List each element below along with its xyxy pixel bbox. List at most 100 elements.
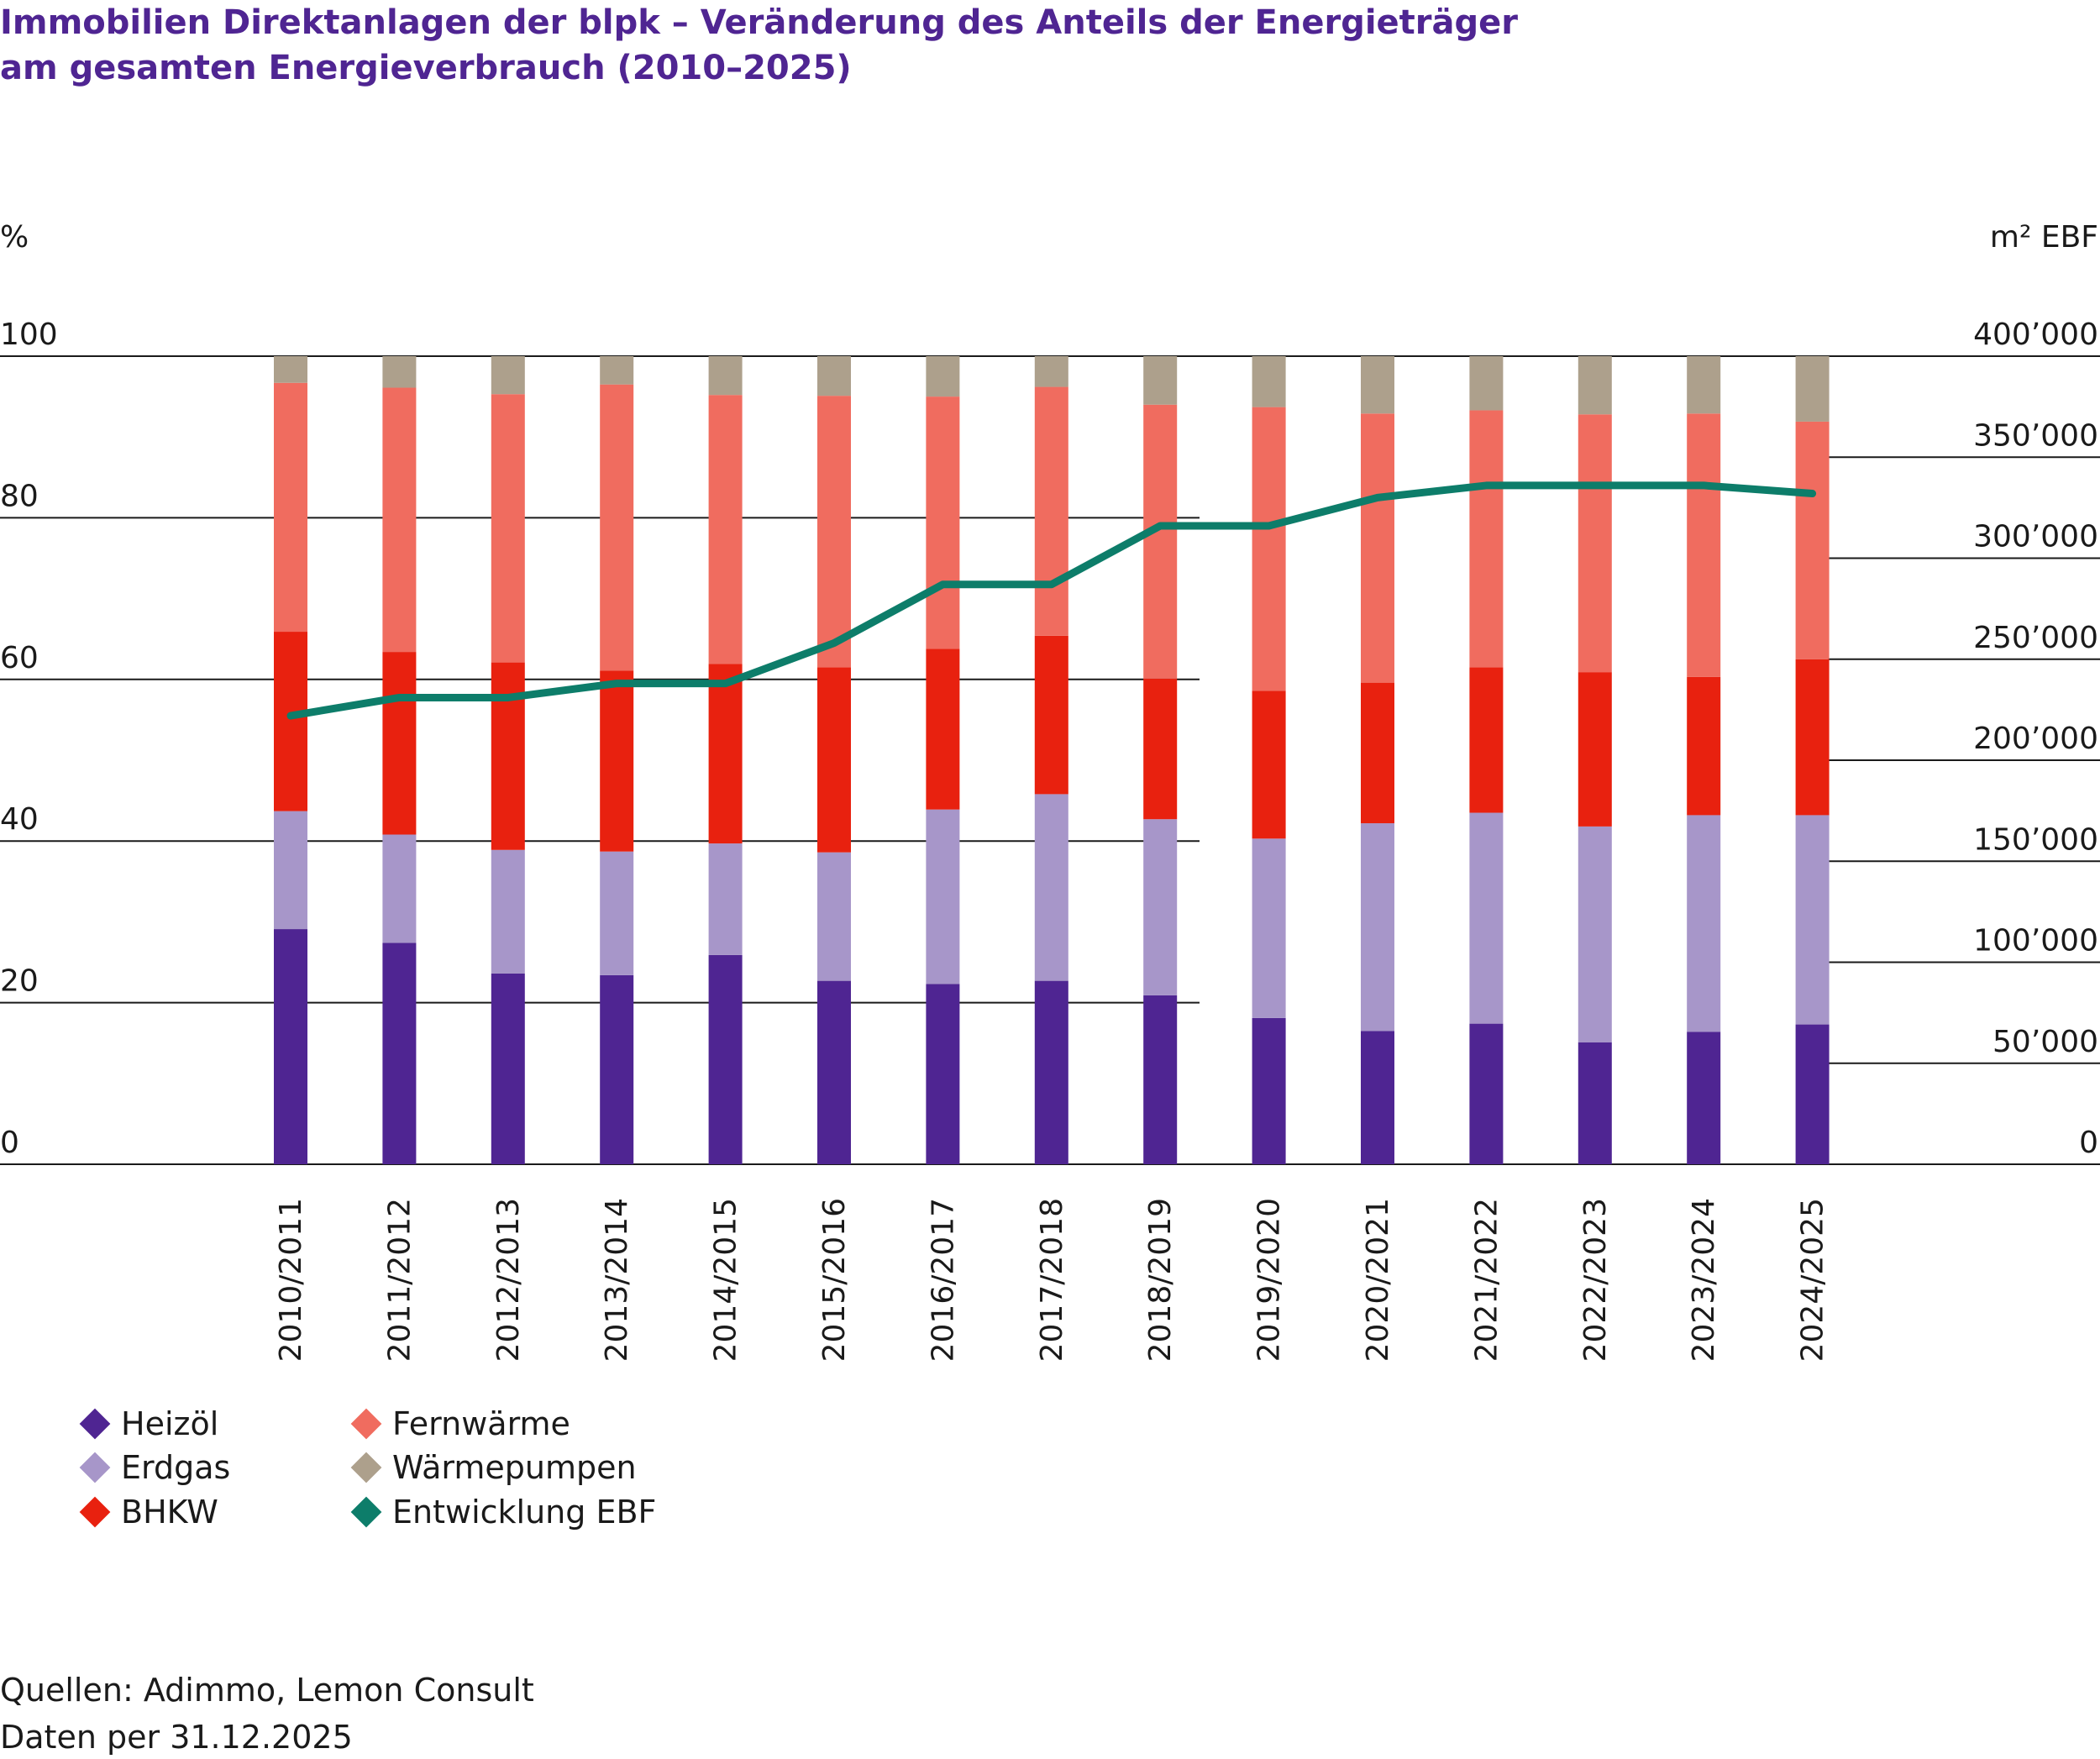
left-tick-label: 80 (0, 479, 39, 513)
bar-segment-fernwaerme (1795, 421, 1830, 659)
x-category-label: 2015/2016 (817, 1198, 852, 1362)
right-gridlines (1828, 355, 2100, 1165)
legend-item-heizoel: Heizöl (76, 1403, 218, 1445)
bar-segment-erdgas (1252, 838, 1286, 1018)
legend-item-waermepumpen: Wärmepumpen (347, 1447, 637, 1489)
left-axis-unit: % (0, 220, 29, 255)
legend-label-entwicklung-ebf: Entwicklung EBF (392, 1494, 657, 1531)
legend-swatch-fernwaerme (350, 1408, 382, 1440)
x-category-label: 2022/2023 (1578, 1198, 1613, 1362)
bar-segment-heizoel (1143, 995, 1178, 1164)
bar-segment-erdgas (1795, 815, 1830, 1025)
bar-segment-bhkw (600, 670, 634, 852)
x-category-label: 2018/2019 (1143, 1198, 1178, 1362)
bar-segment-fernwaerme (600, 384, 634, 671)
legend-label-erdgas: Erdgas (121, 1449, 231, 1486)
bar-segment-bhkw (1469, 667, 1504, 813)
left-axis-ticks: 0 20 40 60 80 100 (0, 318, 58, 1160)
bar-segment-erdgas (817, 852, 851, 981)
left-tick-label: 0 (0, 1126, 19, 1160)
right-axis-ticks: 0 50’000 100’000 150’000 200’000 250’000 300’0… (1973, 318, 2098, 1160)
bar-segment-waermepumpen (1687, 356, 1721, 414)
bar-segment-waermepumpen (1034, 356, 1068, 387)
line-entwicklung-ebf (286, 481, 1817, 720)
right-tick-label: 50’000 (1992, 1025, 2098, 1059)
x-category-label: 2011/2012 (382, 1198, 417, 1362)
x-category-label: 2024/2025 (1796, 1198, 1830, 1362)
x-category-label: 2014/2015 (709, 1198, 743, 1362)
bar-segment-waermepumpen (1578, 356, 1612, 415)
bar-segment-bhkw (926, 648, 960, 810)
bar-segment-fernwaerme (708, 395, 743, 664)
x-axis-categories: 2010/2011 2011/2012 2012/2013 2013/2014 2014… (274, 1198, 1830, 1362)
left-tick-label: 20 (0, 964, 39, 999)
bar-segment-heizoel (600, 974, 634, 1164)
right-tick-label: 350’000 (1973, 418, 2098, 453)
bar-segment-heizoel (491, 973, 525, 1164)
bar-segment-heizoel (274, 929, 307, 1164)
bar-segment-fernwaerme (926, 396, 960, 649)
bar-stack-group (274, 356, 1830, 1164)
bar-segment-erdgas (1578, 826, 1612, 1042)
bar-segment-bhkw (1034, 635, 1068, 795)
bar-segment-waermepumpen (926, 356, 960, 397)
bar-segment-erdgas (491, 849, 525, 974)
bar-segment-heizoel (817, 980, 851, 1164)
bar-segment-bhkw (1578, 672, 1612, 827)
bar-segment-fernwaerme (382, 387, 417, 653)
bar-segment-waermepumpen (817, 356, 851, 396)
legend-label-heizoel: Heizöl (121, 1405, 219, 1442)
bar-segment-waermepumpen (382, 356, 417, 388)
right-tick-label: 250’000 (1973, 621, 2098, 655)
bar-segment-fernwaerme (1687, 413, 1721, 677)
bar-segment-fernwaerme (274, 382, 307, 633)
bar-segment-waermepumpen (1361, 356, 1394, 414)
ebf-line-group (286, 481, 1817, 720)
bar-segment-heizoel (926, 984, 960, 1164)
bar-segment-bhkw (1687, 676, 1721, 816)
source-line-1: Quellen: Adimmo, Lemon Consult (0, 1672, 534, 1709)
x-category-label: 2021/2022 (1469, 1198, 1504, 1362)
legend-label-waermepumpen: Wärmepumpen (392, 1449, 637, 1486)
left-tick-label: 60 (0, 641, 39, 675)
x-category-label: 2019/2020 (1252, 1198, 1287, 1362)
x-category-label: 2016/2017 (926, 1198, 960, 1362)
chart-title-line-1: Immobilien Direktanlagen der blpk – Verä… (0, 3, 1518, 42)
bar-segment-waermepumpen (600, 356, 634, 385)
legend-label-fernwaerme: Fernwärme (392, 1405, 570, 1442)
chart-title: Immobilien Direktanlagen der blpk – Verä… (0, 0, 2083, 91)
bar-segment-erdgas (382, 834, 417, 943)
bar-segment-erdgas (274, 811, 307, 930)
legend-swatch-waermepumpen (350, 1452, 382, 1483)
bar-segment-heizoel (708, 954, 743, 1164)
bar-segment-bhkw (1361, 682, 1394, 824)
bar-segment-fernwaerme (817, 396, 851, 668)
x-category-label: 2013/2014 (600, 1198, 634, 1362)
bar-segment-bhkw (1143, 678, 1178, 820)
bar-segment-waermepumpen (1143, 356, 1178, 405)
x-category-label: 2012/2013 (491, 1198, 526, 1362)
legend-swatch-entwicklung-ebf (350, 1496, 382, 1528)
bar-segment-bhkw (817, 667, 851, 853)
legend-swatch-heizoel (79, 1408, 111, 1440)
bar-segment-waermepumpen (1469, 356, 1504, 411)
legend-item-bhkw: BHKW (76, 1491, 218, 1533)
right-tick-label: 400’000 (1973, 318, 2098, 352)
bar-segment-erdgas (1687, 815, 1721, 1032)
left-tick-label: 40 (0, 802, 39, 837)
bar-segment-heizoel (1361, 1031, 1394, 1164)
bar-segment-waermepumpen (274, 356, 307, 383)
bar-segment-heizoel (1795, 1024, 1830, 1164)
bar-segment-heizoel (1469, 1023, 1504, 1164)
bar-segment-erdgas (1361, 823, 1394, 1032)
bar-segment-heizoel (1252, 1017, 1286, 1164)
legend-item-entwicklung-ebf: Entwicklung EBF (347, 1491, 656, 1533)
legend-swatch-erdgas (79, 1452, 111, 1483)
bar-segment-fernwaerme (1143, 404, 1178, 679)
bar-segment-erdgas (708, 843, 743, 955)
bar-segment-bhkw (1795, 659, 1830, 816)
bar-segment-erdgas (926, 809, 960, 985)
bar-segment-heizoel (382, 943, 417, 1164)
right-tick-label: 0 (2079, 1126, 2098, 1160)
x-category-label: 2017/2018 (1035, 1198, 1069, 1362)
